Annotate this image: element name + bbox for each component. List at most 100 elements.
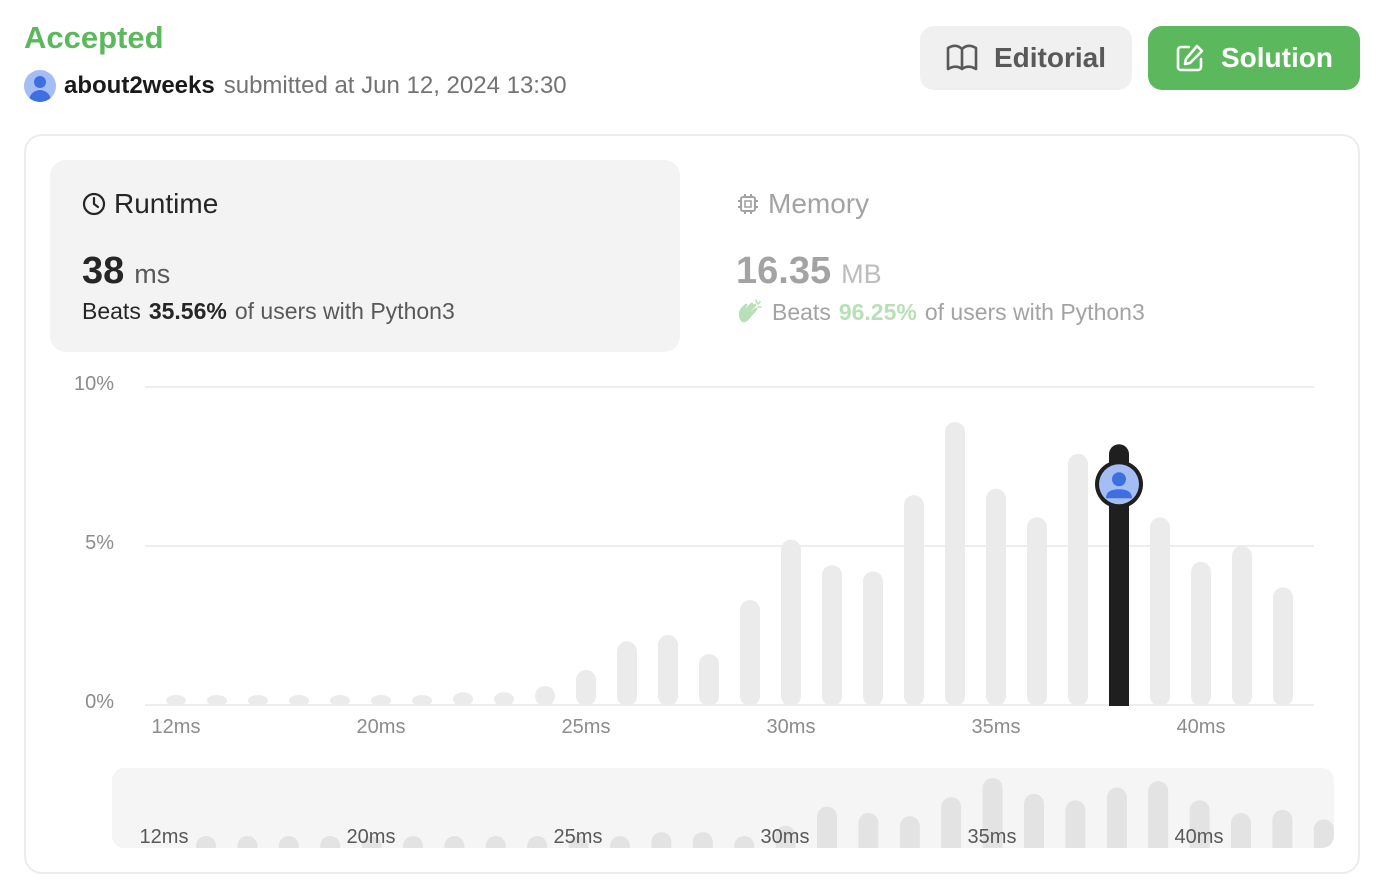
chart-bar[interactable]	[1191, 561, 1211, 706]
navigator-bar	[1231, 813, 1251, 848]
runtime-beats: Beats 35.56% of users with Python3	[82, 298, 455, 325]
navigator-bar	[692, 832, 713, 848]
x-tick-label: 12ms	[151, 716, 201, 738]
memory-unit: MB	[841, 259, 882, 289]
chart-bar[interactable]	[740, 600, 760, 706]
chart-bar[interactable]	[535, 685, 555, 706]
submitted-time: submitted at Jun 12, 2024 13:30	[223, 72, 567, 99]
avatar[interactable]	[24, 70, 56, 102]
chart-bar[interactable]	[1068, 453, 1088, 706]
chart-range-navigator[interactable]: 12ms 20ms 25ms 30ms 35ms 40ms	[112, 768, 1334, 848]
memory-beats: Beats 96.25% of users with Python3	[736, 298, 1145, 326]
clap-icon	[738, 299, 762, 323]
memory-panel[interactable]: Memory 16.35 MB Beats 96.25% of users wi…	[710, 160, 1340, 352]
chart-bar[interactable]	[986, 488, 1006, 706]
chart-bar[interactable]	[863, 571, 883, 706]
submitter-line: about2weeks submitted at Jun 12, 2024 13…	[24, 70, 567, 102]
chart-bar[interactable]	[658, 635, 678, 706]
navigator-tick-label: 12ms	[139, 826, 189, 848]
memory-number: 16.35	[736, 250, 832, 292]
edit-icon	[1176, 44, 1204, 72]
navigator-bar	[403, 836, 423, 848]
memory-beats-suffix: of users with Python3	[924, 298, 1145, 325]
chart-bar[interactable]	[1232, 546, 1252, 706]
chart-bar[interactable]	[166, 695, 186, 706]
chip-icon	[738, 194, 758, 214]
chart-bar[interactable]	[699, 654, 719, 706]
runtime-value: 38 ms	[82, 250, 170, 293]
highlight-bar-base	[1109, 693, 1129, 706]
navigator-bar	[1272, 809, 1293, 848]
chart-bar[interactable]	[207, 695, 227, 706]
navigator-bar	[858, 813, 879, 848]
runtime-panel[interactable]: Runtime 38 ms Beats 35.56% of users with…	[50, 160, 680, 352]
memory-title: Memory	[736, 188, 869, 220]
solution-label: Solution	[1221, 42, 1333, 73]
chart-bar[interactable]	[904, 495, 924, 706]
navigator-tick-label: 20ms	[346, 826, 396, 848]
navigator-bar	[1313, 819, 1334, 848]
editorial-button[interactable]: Editorial	[920, 26, 1132, 90]
memory-title-label: Memory	[768, 188, 870, 219]
chart-bar[interactable]	[1150, 517, 1170, 706]
chart-bar[interactable]	[453, 692, 473, 706]
navigator-bars	[196, 778, 1334, 848]
chart-bar[interactable]	[330, 695, 350, 706]
user-marker-avatar[interactable]	[1095, 460, 1143, 509]
solution-button[interactable]: Solution	[1148, 26, 1360, 90]
chart-bar[interactable]	[289, 695, 309, 706]
editorial-label: Editorial	[993, 42, 1106, 73]
runtime-number: 38	[82, 250, 125, 292]
navigator-bar	[817, 806, 837, 848]
chart-bar[interactable]	[822, 565, 842, 706]
navigator-bar	[1065, 800, 1086, 848]
memory-beats-pct: 96.25%	[838, 298, 917, 325]
x-tick-label: 20ms	[356, 716, 406, 738]
status-text: Accepted	[24, 20, 164, 55]
navigator-bar	[444, 836, 465, 848]
chart-bar[interactable]	[617, 641, 637, 706]
chart-bar[interactable]	[371, 695, 391, 706]
chart-bar[interactable]	[576, 670, 596, 706]
chart-bar[interactable]	[945, 421, 965, 706]
runtime-beats-prefix: Beats	[82, 298, 141, 324]
runtime-title: Runtime	[82, 188, 218, 220]
navigator-bar	[899, 816, 920, 848]
navigator-bar	[361, 836, 382, 848]
y-tick-label: 10%	[73, 373, 114, 395]
navigator-bar	[610, 836, 630, 848]
navigator-bar	[278, 836, 299, 848]
chart-bar[interactable]	[781, 539, 801, 706]
navigator-bar	[941, 797, 962, 848]
username-link[interactable]: about2weeks	[64, 72, 215, 99]
navigator-bar	[320, 836, 341, 848]
chart-bar[interactable]	[248, 695, 268, 706]
navigator-bar	[527, 836, 548, 848]
navigator-tick-label: 25ms	[553, 826, 603, 848]
navigator-bar	[651, 832, 672, 848]
highlight-bar[interactable]	[1109, 444, 1129, 706]
navigator-bar	[1106, 787, 1127, 848]
book-icon	[946, 44, 978, 71]
chart-bar[interactable]	[412, 695, 432, 706]
navigator-bar	[196, 836, 216, 848]
navigator-bar	[1024, 793, 1044, 848]
chart-bar[interactable]	[1273, 587, 1293, 706]
runtime-beats-pct: 35.56%	[148, 298, 227, 324]
navigator-bar	[1148, 781, 1169, 848]
navigator-bar	[485, 836, 506, 848]
x-tick-label: 30ms	[766, 716, 816, 738]
clock-icon	[82, 192, 106, 216]
y-tick-label: 0%	[85, 691, 114, 713]
runtime-unit: ms	[134, 259, 171, 289]
result-card	[24, 134, 1360, 874]
runtime-beats-suffix: of users with Python3	[234, 298, 455, 324]
chart-bar[interactable]	[1027, 517, 1047, 706]
x-tick-label: 40ms	[1176, 716, 1226, 738]
navigator-tick-label: 30ms	[760, 826, 810, 848]
navigator-bar	[734, 836, 755, 848]
navigator-bar	[237, 836, 258, 848]
chart-bar[interactable]	[494, 692, 514, 706]
navigator-tick-label: 35ms	[967, 826, 1017, 848]
